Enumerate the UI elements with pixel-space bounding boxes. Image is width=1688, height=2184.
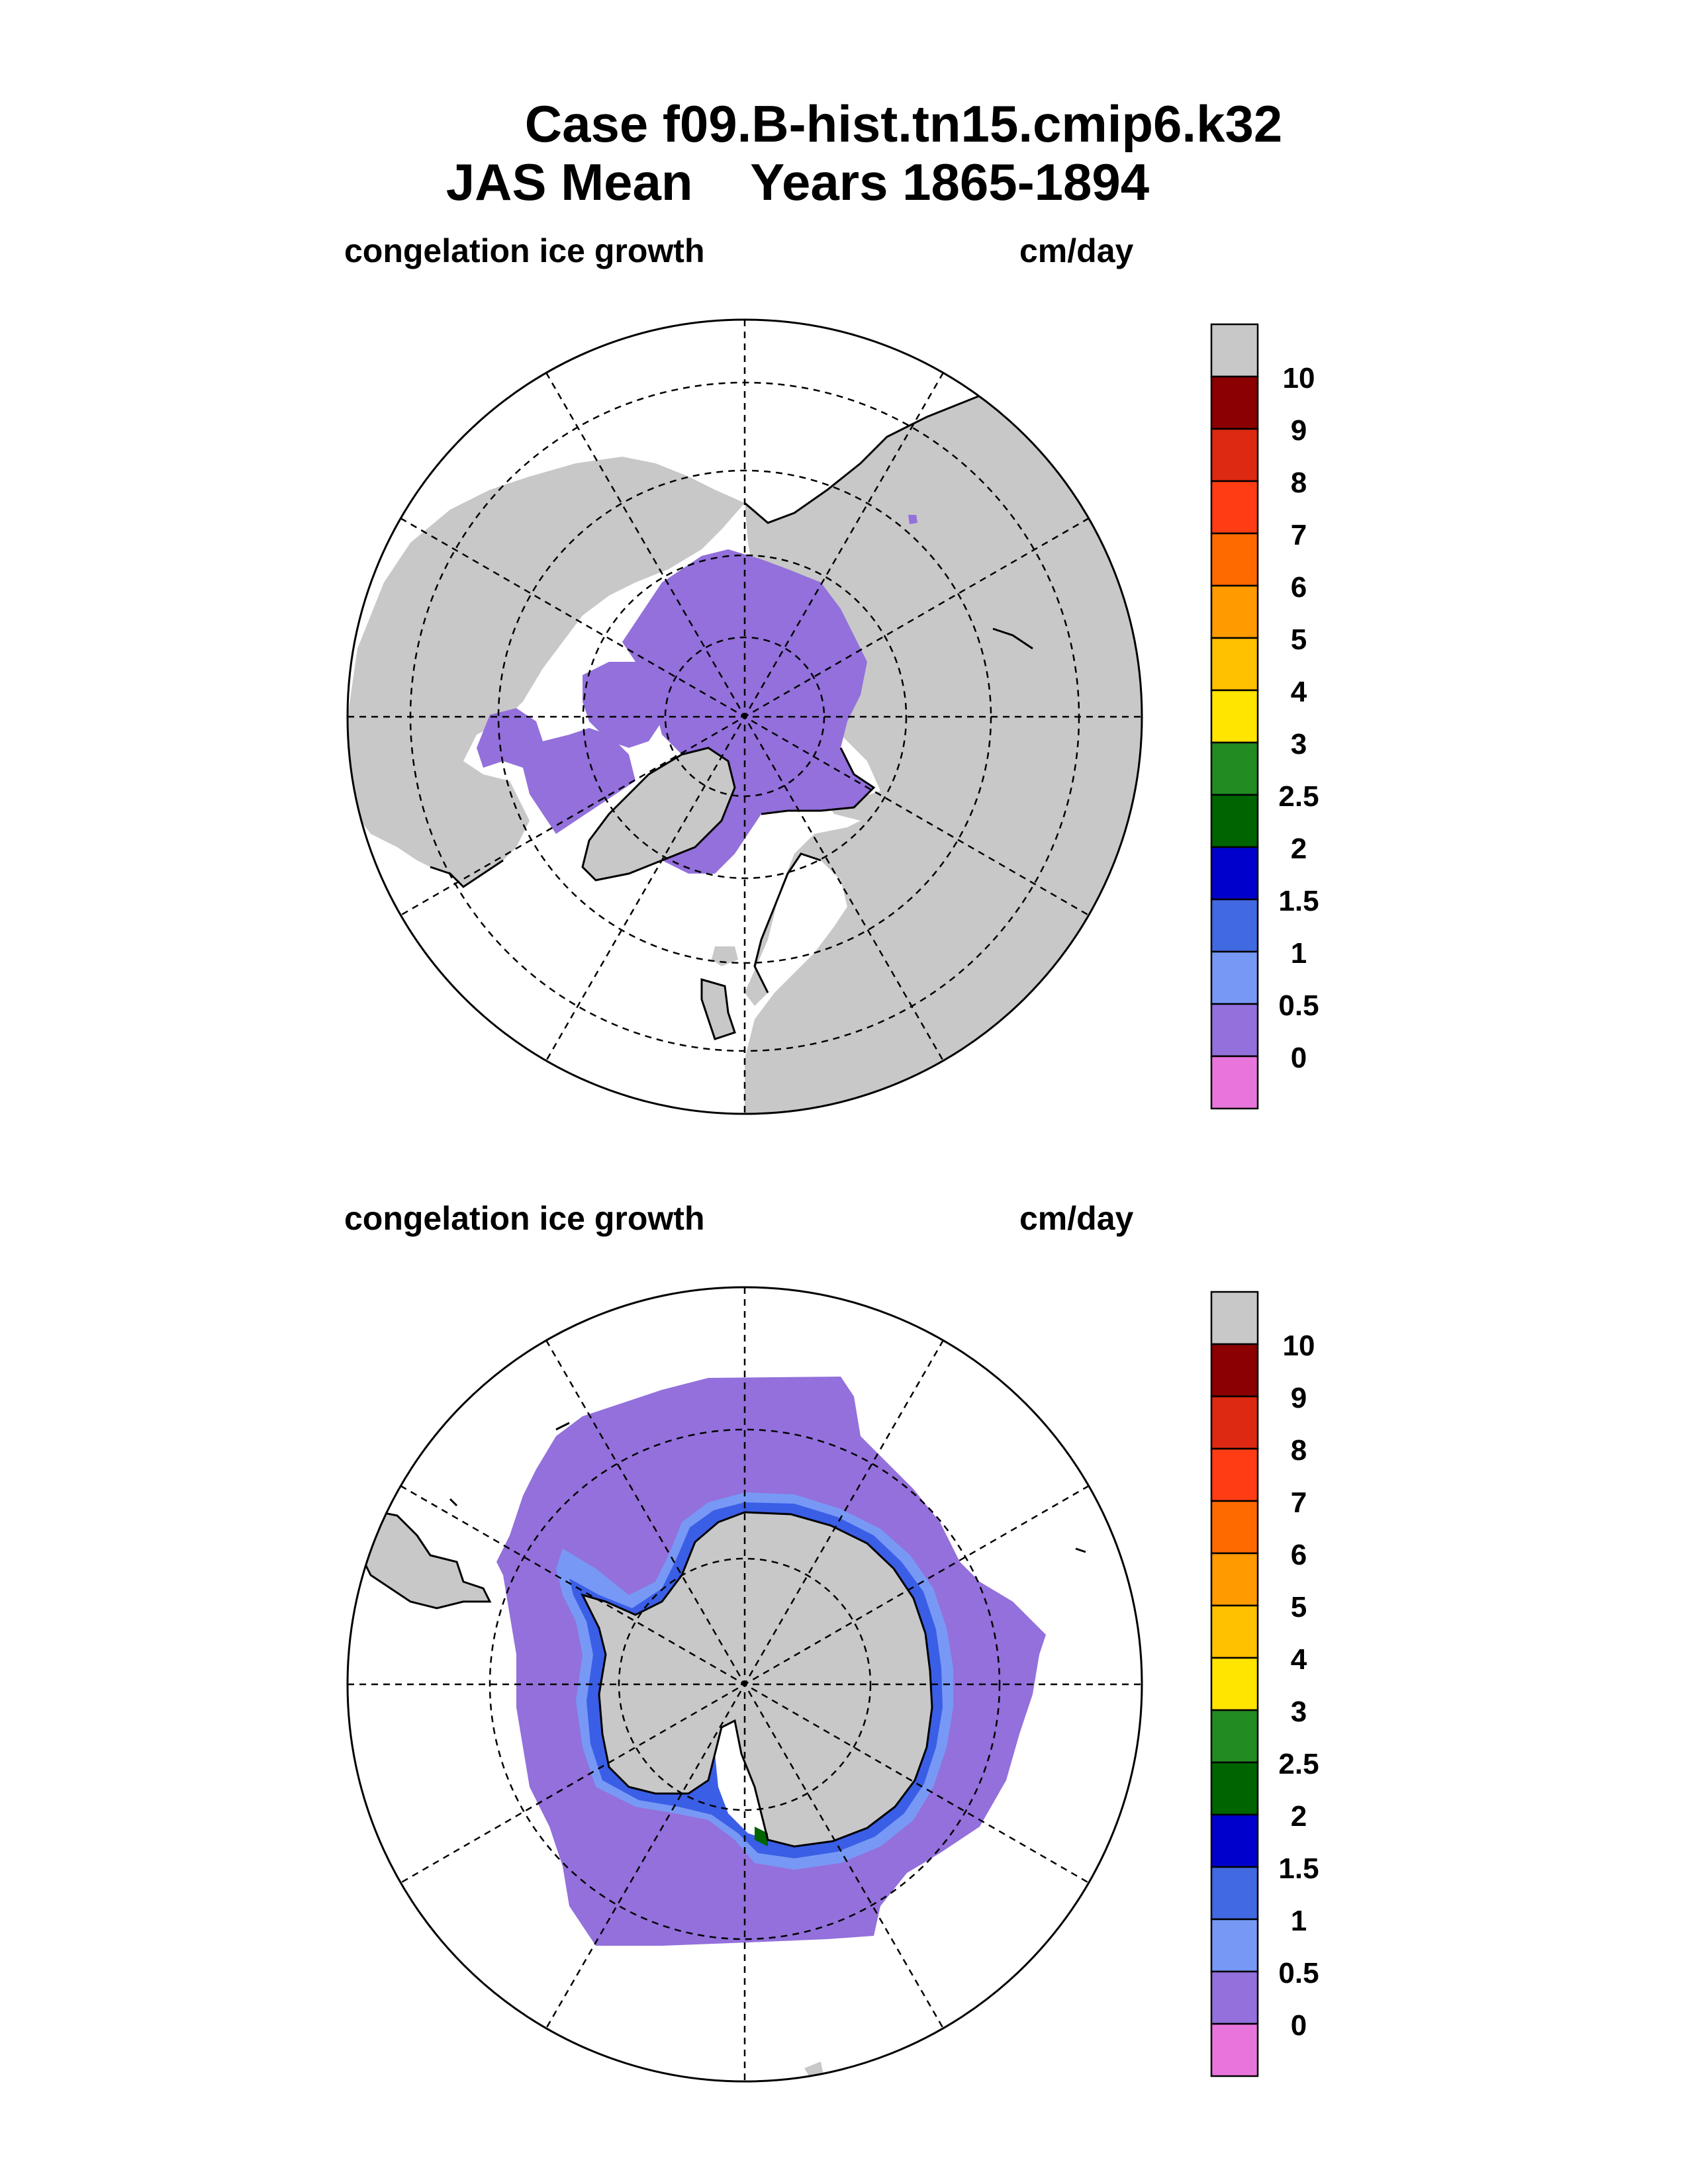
sh-ice-shelf — [715, 1721, 768, 1840]
colorbar-swatch — [1210, 741, 1259, 796]
sh-map-border — [346, 1286, 1143, 2083]
case-title: Case f09.B-hist.tn15.cmip6.k32 — [524, 95, 1283, 153]
colorbar-tick-label: 1.5 — [1278, 885, 1319, 917]
colorbar-swatch — [1210, 846, 1259, 901]
nh-archipelago-ice — [583, 662, 662, 748]
colorbar-swatch — [1210, 584, 1259, 639]
colorbar-swatch — [1210, 689, 1259, 744]
colorbar-swatch — [1210, 532, 1259, 587]
colorbar-tick-label: 5 — [1291, 1591, 1307, 1623]
colorbar-tick-label: 9 — [1291, 414, 1307, 447]
nh-land-iceland — [712, 946, 738, 966]
nh-map-border — [346, 318, 1143, 1115]
colorbar-tick-label: 4 — [1291, 1643, 1307, 1676]
colorbar-swatch — [1210, 1709, 1259, 1764]
colorbar-swatch — [1210, 1395, 1259, 1450]
colorbar-swatch — [1210, 1970, 1259, 2025]
sh-land-south-america — [361, 1509, 490, 1608]
years-label: Years 1865-1894 — [750, 153, 1150, 211]
colorbar-tick-label: 6 — [1291, 571, 1307, 604]
nh-units-label: cm/day — [1019, 232, 1134, 269]
colorbar-swatch — [1210, 1761, 1259, 1816]
colorbar-tick-label: 0.5 — [1278, 989, 1319, 1022]
colorbar-tick-label: 2.5 — [1278, 780, 1319, 813]
sh-graticule — [348, 1287, 1142, 2081]
colorbar-swatch — [1210, 1918, 1259, 1973]
colorbar-swatch — [1210, 1343, 1259, 1398]
colorbar-tick-label: 7 — [1291, 1486, 1307, 1519]
colorbar-swatch — [1210, 898, 1259, 953]
colorbar-swatch — [1210, 1055, 1259, 1110]
sh-green-patch — [755, 1827, 768, 1846]
nh-arctic-sea-ice — [622, 549, 874, 874]
colorbar-tick-label: 6 — [1291, 1539, 1307, 1571]
nh-graticule — [348, 320, 1142, 1114]
colorbar-swatch — [1210, 2023, 1259, 2077]
nh-okhotsk-ice — [908, 515, 917, 524]
colorbar-tick-label: 0 — [1291, 1042, 1307, 1074]
colorbar-tick-label: 5 — [1291, 623, 1307, 656]
colorbar-swatch — [1210, 1604, 1259, 1659]
colorbar-swatch — [1210, 1291, 1259, 1345]
nh-colorbar: 10 9 8 7 6 5 4 3 2.5 2 1.5 1 0.5 0 — [1210, 323, 1319, 1110]
period-title: JAS Mean Years 1865-1894 — [0, 156, 1642, 208]
colorbar-swatch — [1210, 375, 1259, 430]
season-label: JAS Mean — [445, 153, 693, 211]
sh-land-antarctica — [583, 1512, 932, 1846]
colorbar-tick-label: 3 — [1291, 728, 1307, 760]
nh-hudson-bay-ice — [477, 708, 635, 834]
colorbar-tick-label: 8 — [1291, 1434, 1307, 1467]
nh-land-greenland — [583, 748, 735, 880]
colorbar-tick-label: 10 — [1283, 362, 1315, 394]
colorbar-tick-label: 9 — [1291, 1382, 1307, 1414]
colorbar-tick-label: 1 — [1291, 1905, 1307, 1937]
colorbar-swatch — [1210, 480, 1259, 535]
sh-map — [346, 1286, 1143, 2083]
nh-land-eurasia — [745, 390, 1142, 1114]
colorbar-tick-label: 0.5 — [1278, 1957, 1319, 1989]
colorbar-tick-label: 2 — [1291, 833, 1307, 865]
nh-map — [346, 318, 1143, 1115]
colorbar-swatch — [1210, 637, 1259, 692]
sh-variable-label: congelation ice growth — [344, 1200, 705, 1237]
colorbar-tick-label: 1 — [1291, 937, 1307, 970]
colorbar-swatch — [1210, 794, 1259, 848]
colorbar-tick-label: 10 — [1283, 1330, 1315, 1362]
colorbar-tick-label: 1.5 — [1278, 1852, 1319, 1885]
colorbar-tick-label: 2.5 — [1278, 1748, 1319, 1780]
colorbar-tick-label: 3 — [1291, 1696, 1307, 1728]
colorbar-swatch — [1210, 323, 1259, 378]
colorbar-swatch — [1210, 950, 1259, 1005]
sh-colorbar: 10 9 8 7 6 5 4 3 2.5 2 1.5 1 0.5 0 — [1210, 1291, 1319, 2077]
colorbar-swatch — [1210, 1657, 1259, 1711]
colorbar-tick-label: 0 — [1291, 2009, 1307, 2042]
colorbar-tick-label: 4 — [1291, 676, 1307, 708]
colorbar-swatch — [1210, 1866, 1259, 1921]
colorbar-swatch — [1210, 1447, 1259, 1502]
colorbar-swatch — [1210, 1813, 1259, 1868]
colorbar-tick-label: 7 — [1291, 519, 1307, 551]
colorbar-tick-label: 2 — [1291, 1800, 1307, 1833]
colorbar-swatch — [1210, 1552, 1259, 1607]
colorbar-swatch — [1210, 1003, 1259, 1058]
sh-units-label: cm/day — [1019, 1200, 1134, 1237]
colorbar-tick-label: 8 — [1291, 467, 1307, 499]
colorbar-swatch — [1210, 428, 1259, 482]
colorbar-swatch — [1210, 1500, 1259, 1555]
nh-variable-label: congelation ice growth — [344, 232, 705, 269]
